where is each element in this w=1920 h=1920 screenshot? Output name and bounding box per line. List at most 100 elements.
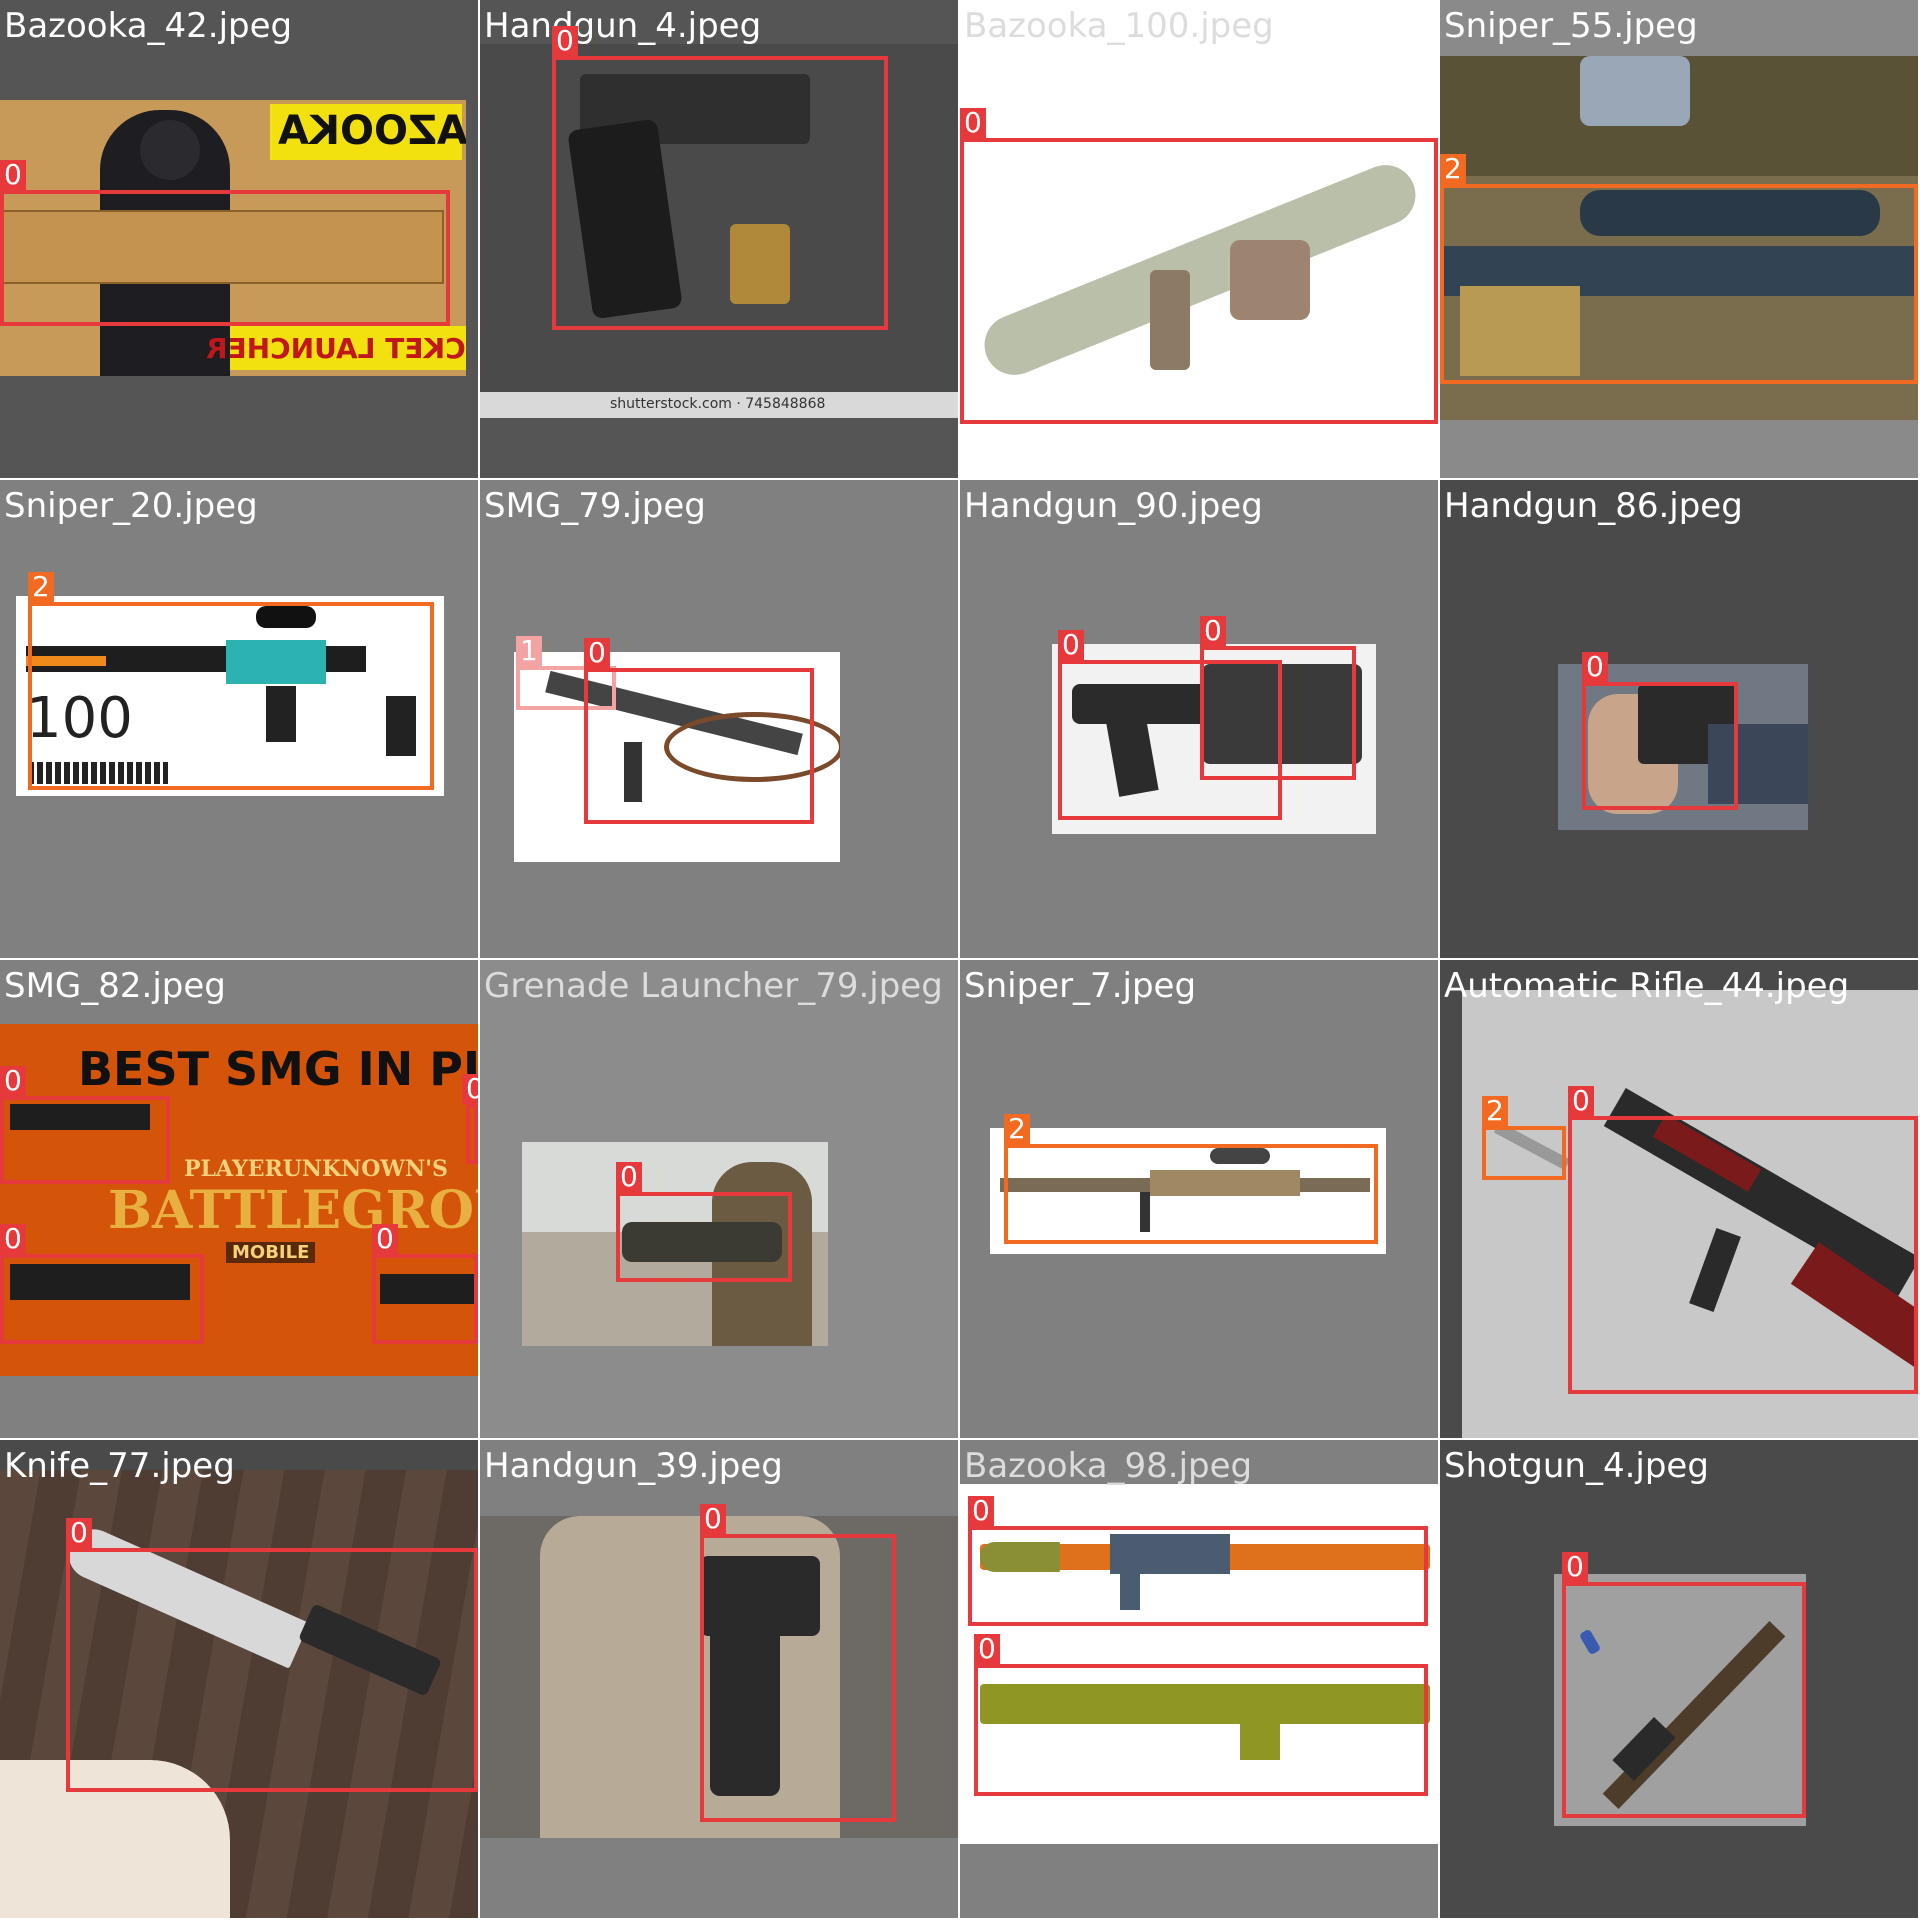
image-filename: Bazooka_100.jpeg bbox=[964, 6, 1274, 46]
bbox-0 bbox=[1200, 646, 1356, 780]
image-filename: Handgun_90.jpeg bbox=[964, 486, 1263, 526]
bbox-label: 0 bbox=[462, 1074, 478, 1104]
photo bbox=[480, 1516, 958, 1838]
bbox-0 bbox=[974, 1664, 1428, 1796]
headline: BEST SMG IN PUBG MOBILE bbox=[78, 1042, 478, 1096]
image-tile[interactable]: Handgun_90.jpeg 0 0 bbox=[960, 480, 1438, 958]
bbox-label: 0 bbox=[1582, 652, 1608, 682]
image-filename: Grenade Launcher_79.jpeg bbox=[484, 966, 943, 1006]
photo bbox=[0, 1470, 478, 1918]
bbox-0 bbox=[1568, 1116, 1918, 1394]
bbox-0 bbox=[616, 1192, 792, 1282]
image-filename: SMG_79.jpeg bbox=[484, 486, 706, 526]
bbox-label: 0 bbox=[974, 1634, 1000, 1664]
bbox-0 bbox=[0, 1096, 170, 1184]
photo: BAZOOKA ROCKET LAUNCHER bbox=[0, 100, 466, 376]
image-filename: SMG_82.jpeg bbox=[4, 966, 226, 1006]
bbox-0 bbox=[372, 1254, 478, 1344]
bbox-2 bbox=[1440, 184, 1918, 384]
bbox-label: 0 bbox=[0, 1224, 26, 1254]
photo bbox=[1462, 990, 1918, 1438]
photo: shutterstock.com · 745848868 bbox=[480, 44, 958, 418]
image-filename: Handgun_39.jpeg bbox=[484, 1446, 783, 1486]
sign-text: BAZOOKA bbox=[278, 108, 466, 154]
image-tile[interactable]: Grenade Launcher_79.jpeg 0 bbox=[480, 960, 958, 1438]
counter-text: 100 bbox=[26, 686, 133, 751]
bbox-0 bbox=[0, 1254, 204, 1344]
bbox-0 bbox=[466, 1104, 478, 1164]
photo bbox=[1440, 56, 1918, 420]
bbox-1 bbox=[516, 666, 616, 710]
bbox-label: 0 bbox=[372, 1224, 398, 1254]
bbox-0 bbox=[960, 138, 1438, 424]
image-filename: Automatic Rifle_44.jpeg bbox=[1444, 966, 1850, 1006]
photo bbox=[514, 652, 840, 862]
bbox-0 bbox=[968, 1526, 1428, 1626]
photo bbox=[1558, 664, 1808, 830]
photo bbox=[1554, 1574, 1806, 1826]
bbox-label: 2 bbox=[28, 572, 54, 602]
bbox-label: 0 bbox=[968, 1496, 994, 1526]
bbox-2 bbox=[28, 602, 434, 790]
image-tile[interactable]: Sniper_7.jpeg 2 bbox=[960, 960, 1438, 1438]
bbox-0 bbox=[0, 190, 450, 326]
image-filename: Handgun_4.jpeg bbox=[484, 6, 762, 46]
image-filename: Knife_77.jpeg bbox=[4, 1446, 235, 1486]
photo: 100 bbox=[16, 596, 444, 796]
image-tile[interactable]: 100 Sniper_20.jpeg 2 bbox=[0, 480, 478, 958]
bbox-0 bbox=[584, 668, 814, 824]
bbox-0 bbox=[66, 1548, 478, 1792]
bbox-0 bbox=[552, 56, 888, 330]
bbox-label: 0 bbox=[960, 108, 986, 138]
game-logo-text: MOBILE bbox=[226, 1242, 316, 1263]
image-tile[interactable]: BEST SMG IN PUBG MOBILE PLAYERUNKNOWN'S … bbox=[0, 960, 478, 1438]
image-tile[interactable]: Bazooka_98.jpeg 0 0 bbox=[960, 1440, 1438, 1918]
bbox-label: 0 bbox=[1058, 630, 1084, 660]
photo bbox=[1052, 644, 1376, 834]
bbox-0 bbox=[1582, 682, 1738, 810]
image-tile[interactable]: Shotgun_4.jpeg 0 bbox=[1440, 1440, 1918, 1918]
bbox-label: 0 bbox=[584, 638, 610, 668]
game-logo-text: BATTLEGROUNDS bbox=[108, 1180, 478, 1241]
bbox-label: 0 bbox=[66, 1518, 92, 1548]
bbox-label: 0 bbox=[0, 1066, 26, 1096]
bbox-label: 0 bbox=[1562, 1552, 1588, 1582]
image-filename: Bazooka_98.jpeg bbox=[964, 1446, 1253, 1486]
image-tile[interactable]: BAZOOKA ROCKET LAUNCHER Bazooka_42.jpeg … bbox=[0, 0, 478, 478]
bbox-2 bbox=[1004, 1144, 1378, 1244]
bbox-label: 0 bbox=[1568, 1086, 1594, 1116]
image-tile[interactable]: Automatic Rifle_44.jpeg 2 0 bbox=[1440, 960, 1918, 1438]
bbox-label: 2 bbox=[1004, 1114, 1030, 1144]
photo: BEST SMG IN PUBG MOBILE PLAYERUNKNOWN'S … bbox=[0, 1024, 478, 1376]
image-tile[interactable]: Handgun_39.jpeg 0 bbox=[480, 1440, 958, 1918]
image-filename: Sniper_55.jpeg bbox=[1444, 6, 1698, 46]
game-logo-text: PLAYERUNKNOWN'S bbox=[184, 1156, 448, 1182]
image-tile[interactable]: Sniper_55.jpeg 2 bbox=[1440, 0, 1918, 478]
bbox-label: 2 bbox=[1440, 154, 1466, 184]
image-filename: Bazooka_42.jpeg bbox=[4, 6, 293, 46]
image-filename: Sniper_20.jpeg bbox=[4, 486, 258, 526]
bbox-label: 1 bbox=[516, 636, 542, 666]
image-filename: Shotgun_4.jpeg bbox=[1444, 1446, 1709, 1486]
image-tile[interactable]: Knife_77.jpeg 0 bbox=[0, 1440, 478, 1918]
watermark: shutterstock.com · 745848868 bbox=[610, 396, 826, 412]
bbox-label: 0 bbox=[0, 160, 26, 190]
bbox-label: 0 bbox=[700, 1504, 726, 1534]
bbox-0 bbox=[700, 1534, 896, 1822]
photo bbox=[990, 1128, 1386, 1254]
bbox-0 bbox=[1058, 660, 1282, 820]
bbox-label: 0 bbox=[552, 26, 578, 56]
image-tile[interactable]: Handgun_86.jpeg 0 bbox=[1440, 480, 1918, 958]
image-filename: Handgun_86.jpeg bbox=[1444, 486, 1743, 526]
bbox-label: 2 bbox=[1482, 1096, 1508, 1126]
bbox-label: 0 bbox=[616, 1162, 642, 1192]
sign-text: ROCKET LAUNCHER bbox=[206, 332, 466, 365]
image-tile[interactable]: SMG_79.jpeg 1 0 bbox=[480, 480, 958, 958]
bbox-2 bbox=[1482, 1126, 1566, 1180]
bbox-0 bbox=[1562, 1582, 1806, 1818]
photo bbox=[960, 100, 1438, 430]
image-filename: Sniper_7.jpeg bbox=[964, 966, 1197, 1006]
image-tile[interactable]: Bazooka_100.jpeg 0 bbox=[960, 0, 1438, 478]
image-tile[interactable]: shutterstock.com · 745848868 Handgun_4.j… bbox=[480, 0, 958, 478]
